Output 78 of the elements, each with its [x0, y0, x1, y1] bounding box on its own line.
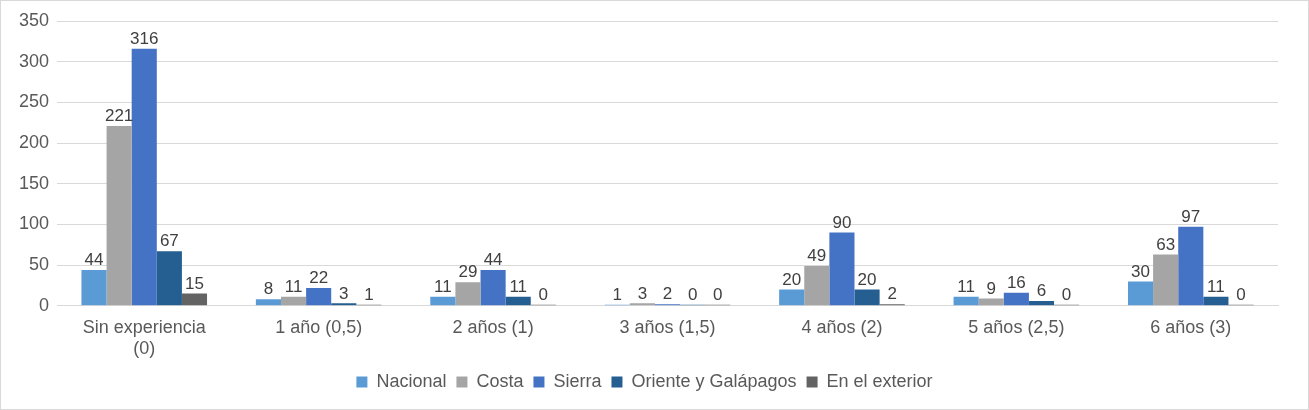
bar — [1203, 296, 1229, 306]
data-label: 22 — [309, 268, 329, 288]
data-label: 20 — [782, 269, 802, 289]
data-label: 11 — [509, 277, 528, 297]
x-tick-label: 5 años (2,5) — [968, 316, 1065, 337]
bar — [829, 232, 855, 306]
data-label: 2 — [662, 284, 673, 304]
bar — [978, 298, 1004, 306]
data-label: 0 — [538, 284, 549, 304]
x-tick-label: 4 años (2) — [801, 316, 883, 337]
data-label: 90 — [832, 212, 852, 232]
bar — [455, 282, 481, 306]
x-tick-label: 1 año (0,5) — [275, 316, 363, 337]
data-label: 316 — [130, 28, 159, 48]
bar — [1127, 281, 1154, 306]
bar — [306, 287, 332, 306]
data-label: 3 — [339, 283, 349, 303]
y-tick-label: 250 — [18, 91, 50, 112]
data-label: 11 — [1207, 277, 1225, 297]
y-tick-label: 50 — [29, 254, 50, 275]
data-label: 63 — [1156, 234, 1176, 254]
y-tick-label: 0 — [39, 294, 50, 315]
data-label: 11 — [957, 277, 975, 297]
legend-label: Sierra — [553, 370, 603, 391]
data-label: 0 — [1061, 284, 1072, 304]
x-tick-label: 6 años (3) — [1150, 316, 1232, 337]
bar — [81, 270, 107, 306]
bar — [1178, 226, 1204, 306]
bar — [1028, 300, 1055, 306]
legend-label: Costa — [476, 370, 525, 391]
data-label: 44 — [483, 250, 503, 270]
x-tick-label: 2 años (1) — [452, 316, 534, 337]
bar — [505, 296, 531, 306]
data-label: 11 — [284, 277, 303, 297]
y-tick-label: 200 — [18, 132, 50, 153]
legend-label: Oriente y Galápagos — [631, 370, 797, 391]
y-tick-label: 100 — [18, 213, 50, 234]
bar — [131, 48, 157, 306]
bar — [1153, 254, 1179, 306]
data-label: 0 — [687, 284, 698, 304]
data-label: 1 — [364, 284, 374, 304]
bar — [480, 270, 506, 306]
data-label: 29 — [458, 262, 478, 282]
bar — [1003, 292, 1029, 306]
data-label: 0 — [713, 284, 723, 304]
bar — [181, 293, 208, 306]
data-label: 11 — [434, 277, 452, 297]
bar — [779, 289, 805, 306]
data-label: 1 — [612, 284, 623, 304]
data-label: 9 — [986, 278, 996, 298]
legend-label: Nacional — [376, 370, 447, 391]
data-label: 97 — [1181, 207, 1201, 227]
bar — [804, 265, 830, 306]
bar — [280, 296, 307, 306]
data-label: 20 — [857, 269, 877, 289]
data-label: 30 — [1131, 261, 1151, 281]
data-label: 67 — [159, 231, 179, 251]
y-tick-label: 350 — [18, 9, 50, 30]
data-label: 44 — [84, 250, 104, 270]
data-label: 8 — [263, 279, 274, 299]
data-label: 3 — [637, 283, 648, 303]
bar — [430, 296, 456, 306]
bar — [854, 289, 880, 306]
data-label: 15 — [185, 273, 204, 293]
x-tick-label: Sin experiencia (0) — [82, 316, 207, 359]
bar — [953, 296, 979, 306]
data-label: 6 — [1036, 281, 1047, 301]
y-tick-label: 300 — [18, 50, 50, 71]
x-tick-label: 3 años (1,5) — [619, 316, 716, 337]
bar — [106, 125, 132, 306]
y-tick-label: 150 — [18, 172, 50, 193]
bar — [156, 251, 182, 306]
bar — [255, 299, 281, 306]
data-label: 49 — [807, 246, 827, 266]
data-label: 16 — [1006, 272, 1026, 292]
legend-label: En el exterior — [826, 370, 933, 391]
data-label: 0 — [1236, 284, 1246, 304]
data-label: 2 — [887, 284, 897, 304]
